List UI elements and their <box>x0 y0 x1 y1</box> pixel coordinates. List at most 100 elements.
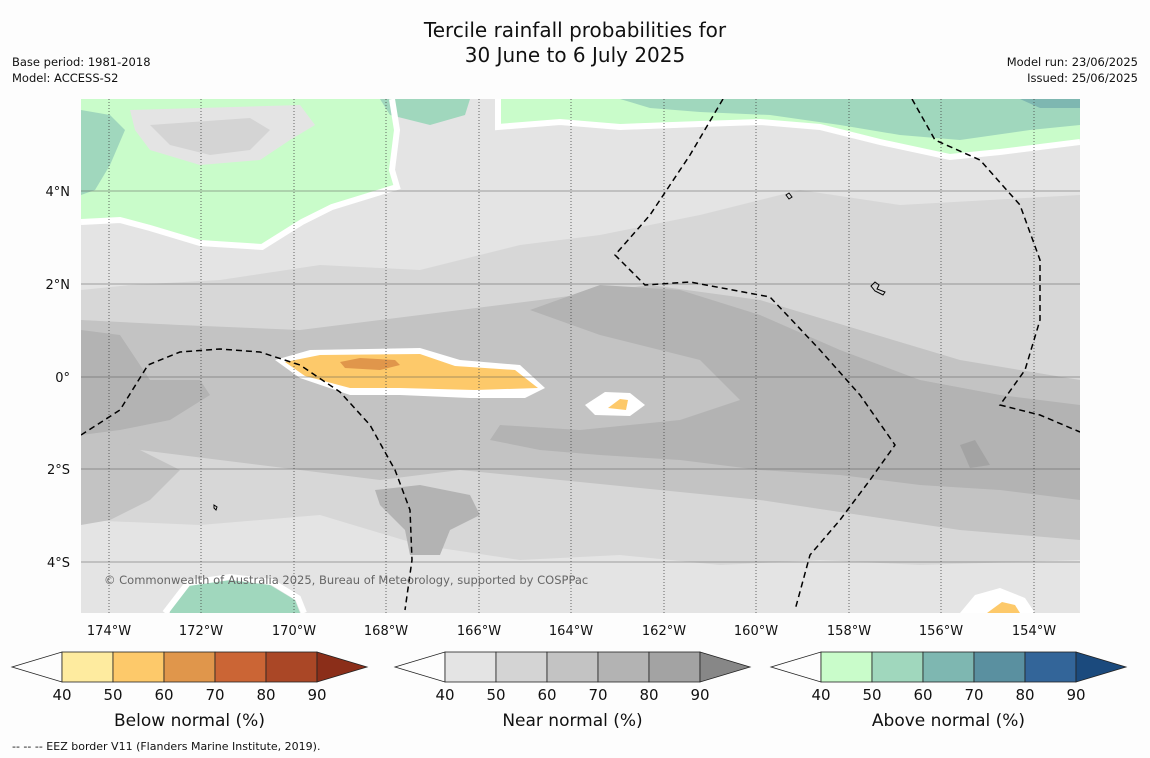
map-title: Tercile rainfall probabilities for 30 Ju… <box>0 18 1150 68</box>
lat-label: 4°S <box>47 556 70 571</box>
model-text: Model: ACCESS-S2 <box>12 71 119 85</box>
legend-tick-label: 40 <box>435 686 454 704</box>
legend-min-triangle <box>10 651 63 683</box>
lon-label: 162°W <box>642 624 686 639</box>
legend-tick-label: 70 <box>588 686 607 704</box>
legend-max-triangle <box>699 651 752 683</box>
title-line-2: 30 June to 6 July 2025 <box>464 43 686 67</box>
legend-color-cell <box>265 651 318 683</box>
above-normal-60-patch-south <box>170 580 300 613</box>
legend-tick-label: 60 <box>537 686 556 704</box>
legend-tick-label: 60 <box>154 686 173 704</box>
legend-max-triangle <box>1075 651 1128 683</box>
legend-min-triangle <box>393 651 446 683</box>
below-normal-50-small <box>608 399 628 410</box>
lat-label: 0° <box>55 371 70 386</box>
map-area <box>81 99 1080 613</box>
above-normal-60-patch-a <box>380 99 470 125</box>
lon-label: 166°W <box>457 624 501 639</box>
eez-border-west <box>81 348 413 611</box>
legend-color-cell <box>61 651 114 683</box>
near-normal-patch-in-green-2 <box>150 118 270 155</box>
below-normal-50-se <box>987 602 1020 613</box>
legend-color-cell <box>973 651 1026 683</box>
white-boundary-south-green <box>162 573 307 613</box>
legend-color-cell <box>112 651 165 683</box>
legend-color-cell <box>648 651 701 683</box>
legend-title: Below normal (%) <box>114 711 265 731</box>
legend-color-cell <box>871 651 924 683</box>
white-boundary-ne-green <box>495 99 1080 161</box>
base-period-text: Base period: 1981-2018 <box>12 55 151 69</box>
issued-text: Issued: 25/06/2025 <box>1027 71 1138 85</box>
island-c <box>213 504 218 511</box>
legend-color-cell <box>546 651 599 683</box>
below-normal-60-core <box>340 358 400 370</box>
lat-labels: 4°N 2°N 0° 2°S 4°S <box>46 185 71 571</box>
lon-label: 156°W <box>919 624 963 639</box>
lat-label: 2°S <box>47 463 70 478</box>
lon-label: 168°W <box>364 624 408 639</box>
lon-label: 158°W <box>827 624 871 639</box>
legend-tick-label: 70 <box>205 686 224 704</box>
legend-tick-label: 50 <box>862 686 881 704</box>
legend-tick-label: 90 <box>690 686 709 704</box>
legend-tick-label: 80 <box>256 686 275 704</box>
meta-right: Model run: 23/06/2025 Issued: 25/06/2025 <box>1007 54 1138 86</box>
legend-tick-label: 50 <box>103 686 122 704</box>
legend-title: Near normal (%) <box>502 711 642 731</box>
above-normal-60-north-east <box>620 99 1080 140</box>
white-boundary-north-green <box>81 99 401 251</box>
lon-label: 172°W <box>179 624 223 639</box>
legend-colorbar: 40 50 60 70 80 90 Above normal (%) <box>769 651 1128 731</box>
title-line-1: Tercile rainfall probabilities for <box>423 18 727 42</box>
island-a <box>785 192 793 200</box>
island-b <box>870 281 886 296</box>
lon-label: 154°W <box>1012 624 1056 639</box>
model-run-text: Model run: 23/06/2025 <box>1006 55 1138 69</box>
near-normal-light-band-south <box>81 515 1080 613</box>
legend-tick-label: 90 <box>307 686 326 704</box>
legend-tick-label: 80 <box>639 686 658 704</box>
legend-color-cell <box>495 651 548 683</box>
legend-color-cell <box>597 651 650 683</box>
legend-color-cell <box>1024 651 1077 683</box>
islands <box>213 192 886 511</box>
lon-label: 174°W <box>87 624 131 639</box>
meta-left: Base period: 1981-2018 Model: ACCESS-S2 <box>12 54 151 86</box>
lon-label: 160°W <box>734 624 778 639</box>
near-normal-60-patch-west <box>81 440 180 525</box>
legend-tick-label: 40 <box>52 686 71 704</box>
legend-color-cell <box>214 651 267 683</box>
legend-tick-label: 80 <box>1015 686 1034 704</box>
legend-tick-label: 40 <box>811 686 830 704</box>
lat-label: 4°N <box>46 185 71 200</box>
legend-color-cell <box>820 651 873 683</box>
near-normal-70-patch-west <box>81 330 210 435</box>
above-normal-60-patch-b <box>81 110 125 195</box>
legend-tick-label: 90 <box>1066 686 1085 704</box>
near-normal-80-patch <box>960 440 990 468</box>
near-normal-70-band <box>490 285 1080 500</box>
eez-borders <box>81 99 1080 611</box>
legend-max-triangle <box>316 651 369 683</box>
legend-tick-label: 50 <box>486 686 505 704</box>
eez-note: -- -- -- EEZ border V11 (Flanders Marine… <box>12 740 321 753</box>
lon-label: 164°W <box>549 624 593 639</box>
below-normal-white-halo-se <box>960 588 1035 613</box>
eez-border-central <box>613 99 896 611</box>
legend-tick-label: 70 <box>964 686 983 704</box>
legend-color-cell <box>444 651 497 683</box>
lat-label: 2°N <box>46 278 71 293</box>
legend-colorbar: 40 50 60 70 80 90 Near normal (%) <box>393 651 752 731</box>
above-normal-70-patch-ne <box>1020 99 1080 108</box>
legends: 40 50 60 70 80 90 Below normal (%) 40 50 60 70 80 90… <box>10 651 1128 731</box>
lon-labels: 174°W 172°W 170°W 168°W 166°W 164°W 162°W 160°W… <box>87 624 1056 639</box>
lon-label: 170°W <box>272 624 316 639</box>
legend-title: Above normal (%) <box>872 711 1025 731</box>
legend-colorbar: 40 50 60 70 80 90 Below normal (%) <box>10 651 369 731</box>
copyright-text: © Commonwealth of Australia 2025, Bureau… <box>104 573 589 587</box>
eez-border-east <box>911 99 1080 433</box>
graticule <box>81 190 1080 563</box>
